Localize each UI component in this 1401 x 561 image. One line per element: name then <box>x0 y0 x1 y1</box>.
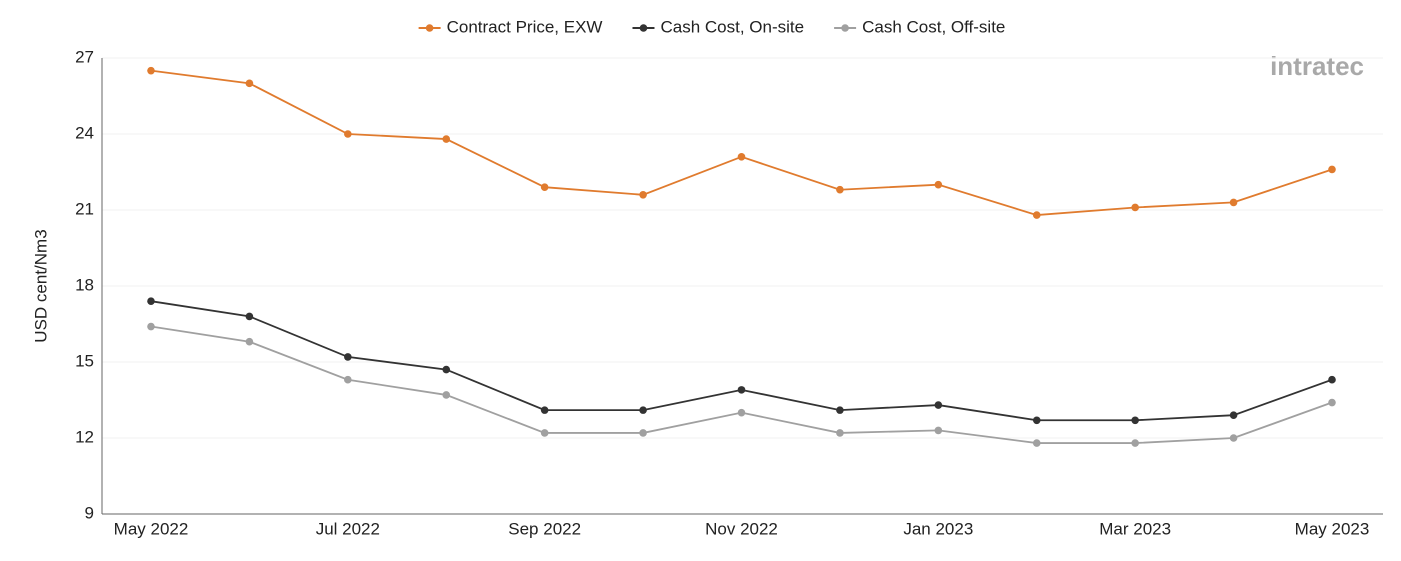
data-point <box>245 312 254 321</box>
data-point <box>1032 211 1041 219</box>
data-point <box>147 297 155 306</box>
y-tick-label: 27 <box>75 47 94 66</box>
data-point <box>1131 416 1139 425</box>
data-point <box>1032 416 1041 425</box>
data-point <box>737 408 746 417</box>
data-point <box>639 429 647 437</box>
data-point <box>245 337 254 346</box>
data-point <box>1032 439 1041 447</box>
data-point <box>540 429 549 437</box>
data-point <box>836 406 844 414</box>
legend-marker <box>639 24 648 32</box>
series-line <box>150 325 1333 444</box>
data-point <box>737 386 746 394</box>
data-point <box>1131 203 1139 212</box>
y-tick-label: 21 <box>75 199 94 218</box>
y-tick-label: 24 <box>75 123 94 142</box>
logo: intratec <box>1270 51 1364 81</box>
x-tick-label: Nov 2022 <box>705 519 778 538</box>
data-point <box>1229 411 1238 420</box>
series-line <box>150 69 1333 216</box>
data-point <box>1229 434 1238 442</box>
data-point <box>147 66 155 75</box>
series-line <box>150 300 1333 422</box>
x-tick-label: Jan 2023 <box>903 519 973 538</box>
data-point <box>1131 439 1139 447</box>
legend-label: Contract Price, EXW <box>447 17 603 36</box>
data-point <box>442 135 451 143</box>
data-point <box>836 429 844 437</box>
data-point <box>442 391 451 399</box>
data-point <box>737 153 746 161</box>
data-point <box>934 401 943 409</box>
data-point <box>344 353 352 361</box>
data-point <box>836 185 844 194</box>
legend-marker <box>841 24 849 32</box>
legend-item: Cash Cost, On-site <box>632 17 804 36</box>
data-point <box>639 191 647 199</box>
data-point <box>344 130 352 138</box>
data-point <box>1328 375 1336 384</box>
x-tick-label: Sep 2022 <box>508 519 581 538</box>
x-tick-label: May 2023 <box>1295 519 1370 538</box>
legend-marker <box>425 24 434 32</box>
data-point <box>245 79 254 88</box>
y-tick-label: 15 <box>75 351 94 370</box>
data-point <box>1328 398 1336 407</box>
legend-item: Contract Price, EXW <box>418 17 603 36</box>
y-axis-label: USD cent/Nm3 <box>31 229 50 342</box>
x-tick-label: Mar 2023 <box>1099 519 1171 538</box>
x-tick-label: Jul 2022 <box>316 519 380 538</box>
y-tick-label: 18 <box>75 275 94 294</box>
data-point <box>540 406 549 414</box>
y-tick-label: 12 <box>75 427 94 446</box>
x-tick-label: May 2022 <box>114 519 189 538</box>
data-point <box>639 406 647 414</box>
data-point <box>344 375 352 384</box>
data-point <box>1229 198 1238 207</box>
legend-item: Cash Cost, Off-site <box>834 17 1005 36</box>
data-point <box>934 426 943 435</box>
y-tick-label: 9 <box>85 503 94 522</box>
data-point <box>1328 165 1336 174</box>
data-point <box>147 322 155 331</box>
data-point <box>540 183 549 191</box>
data-point <box>442 365 451 374</box>
data-point <box>934 180 943 189</box>
legend-label: Cash Cost, On-site <box>660 17 804 36</box>
legend-label: Cash Cost, Off-site <box>862 17 1005 36</box>
